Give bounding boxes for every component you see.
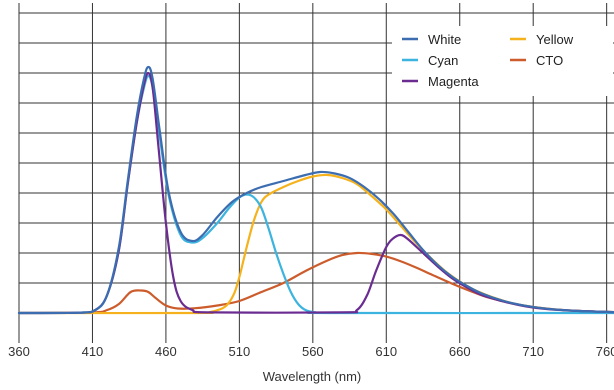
- x-tick-label: 510: [229, 344, 251, 359]
- legend-label-magenta: Magenta: [428, 74, 479, 89]
- legend-label-cyan: Cyan: [428, 53, 458, 68]
- x-tick-labels: 360 410 460 510 560 610 660 710 760: [8, 344, 614, 359]
- x-tick-label: 610: [375, 344, 397, 359]
- x-tick-label: 360: [8, 344, 30, 359]
- legend-background: [392, 26, 613, 96]
- legend-label-cto: CTO: [536, 53, 563, 68]
- legend-label-yellow: Yellow: [536, 32, 574, 47]
- x-tick-label: 710: [522, 344, 544, 359]
- x-tick-label: 760: [596, 344, 614, 359]
- legend-label-white: White: [428, 32, 461, 47]
- series-line-white: [17, 65, 614, 315]
- series-line-cyan: [17, 74, 614, 315]
- x-tick-label: 410: [82, 344, 104, 359]
- x-tick-label: 560: [302, 344, 324, 359]
- series-lines: [17, 65, 614, 315]
- legend: White Yellow Cyan CTO Magenta: [392, 26, 613, 96]
- x-tick-label: 460: [155, 344, 177, 359]
- x-axis-label: Wavelength (nm): [263, 369, 362, 384]
- x-tick-label: 660: [449, 344, 471, 359]
